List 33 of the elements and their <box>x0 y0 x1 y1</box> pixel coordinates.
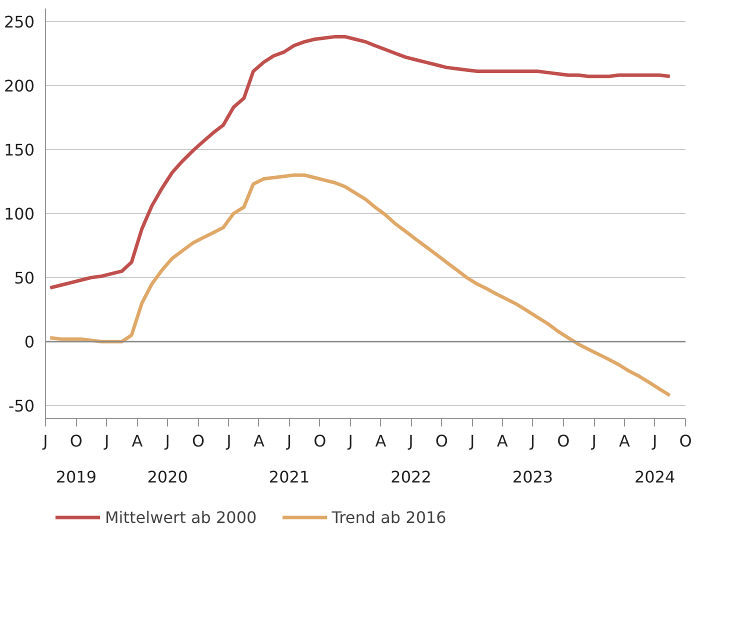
y-tick-label: 100 <box>4 204 35 224</box>
x-tick-label: A <box>253 432 264 450</box>
x-tick-label: J 2024 <box>634 432 676 487</box>
legend-label: Mittelwert ab 2000 <box>105 508 257 526</box>
x-tick-label: A <box>496 432 508 450</box>
line-series <box>48 34 672 290</box>
x-tick-label: O <box>192 432 205 450</box>
x-tick-label: J <box>42 432 48 450</box>
y-tick-label: 150 <box>4 140 35 160</box>
x-tick-label: A <box>618 432 630 450</box>
x-tick-label: O 2019 <box>56 432 97 487</box>
x-tick-label: O <box>557 432 570 450</box>
y-tick-label: -50 <box>8 396 35 416</box>
legend-label: Trend ab 2016 <box>332 508 446 526</box>
x-tick-label: A <box>132 432 143 450</box>
x-tick-label: J <box>104 432 110 450</box>
x-tick-label: J <box>469 432 475 450</box>
x-tick-label: J 2021 <box>268 432 310 487</box>
x-tick-label: J <box>590 432 596 450</box>
x-tick-label: J <box>347 432 354 450</box>
y-tick-label: 0 <box>24 332 35 352</box>
y-tick-label: 250 <box>4 12 35 32</box>
line-series <box>48 173 672 398</box>
x-tick-label: A <box>375 432 386 450</box>
y-tick-label: 50 <box>14 268 34 288</box>
x-tick-label: J 2020 <box>147 432 188 487</box>
x-tick-label: O <box>679 432 692 450</box>
x-tick-label: O <box>314 432 326 450</box>
x-tick-label: J 2023 <box>512 432 554 487</box>
x-tick-label: J 2022 <box>390 432 432 487</box>
x-tick-label: J <box>226 432 232 450</box>
y-tick-label: 200 <box>4 76 35 96</box>
x-tick-label: O <box>435 432 448 450</box>
